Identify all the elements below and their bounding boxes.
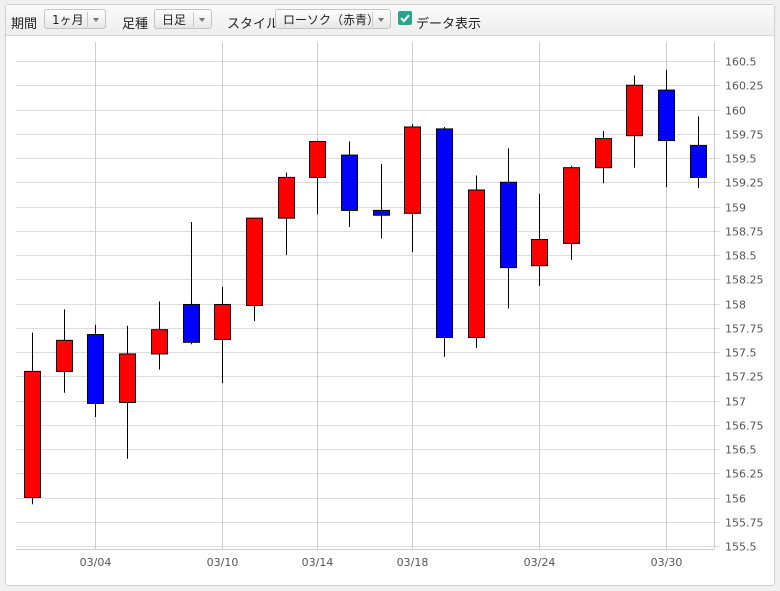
y-tick-label: 159.5 (725, 153, 757, 166)
toolbar: 期間 1ヶ月 足種 日足 スタイル ローソク（赤青） データ表示 (6, 5, 774, 36)
chevron-down-icon (199, 18, 205, 22)
y-tick-label: 159 (725, 202, 746, 215)
candle-body-down (690, 144, 707, 178)
dropdown-separator (193, 12, 194, 27)
y-tick-label: 158 (725, 299, 746, 312)
y-tick-label: 158.75 (725, 226, 764, 239)
x-tick-label: 03/30 (651, 556, 683, 569)
y-tick-label: 160.5 (725, 56, 757, 69)
y-tick-label: 156.5 (725, 444, 757, 457)
y-tick-label: 156.25 (725, 468, 764, 481)
y-tick-label: 160.25 (725, 80, 764, 93)
candle-body-up (151, 329, 168, 355)
y-tick-label: 158.5 (725, 250, 757, 263)
candle-body-up (626, 84, 643, 137)
style-select-value: ローソク（赤青） (283, 13, 380, 27)
y-tick-label: 156.75 (725, 420, 764, 433)
candle-body-down (500, 181, 517, 269)
y-tick-label: 155.75 (725, 517, 764, 530)
chevron-down-icon (378, 18, 384, 22)
style-select[interactable]: ローソク（赤青） (275, 9, 391, 29)
candle-body-down (436, 128, 453, 338)
period-select-value: 1ヶ月 (52, 13, 84, 27)
checkmark-icon (400, 14, 410, 23)
candle-body-up (468, 189, 485, 338)
candle-body-up (404, 126, 421, 214)
x-tick-label: 03/14 (302, 556, 334, 569)
interval-label: 足種 (122, 17, 149, 32)
y-tick-label: 158.25 (725, 274, 764, 287)
x-tick-label: 03/04 (80, 556, 112, 569)
x-tick-label: 03/10 (207, 556, 239, 569)
candle-body-up (563, 167, 580, 244)
candle-body-down (87, 334, 104, 404)
candle-body-up (309, 141, 326, 178)
y-tick-label: 156 (725, 493, 746, 506)
show-data-checkbox[interactable] (398, 11, 412, 25)
candle-body-up (531, 238, 548, 267)
y-tick-label: 157.5 (725, 347, 757, 360)
candle-body-up (246, 217, 263, 306)
style-label: スタイル (227, 17, 280, 32)
candle-body-up (214, 303, 231, 340)
show-data-label[interactable]: データ表示 (416, 17, 482, 32)
chevron-down-icon (93, 18, 99, 22)
x-tick-label: 03/18 (397, 556, 429, 569)
y-tick-label: 157.75 (725, 323, 764, 336)
candles (24, 69, 707, 505)
candle-body-down (183, 303, 200, 343)
candle-body-up (56, 339, 73, 372)
grid-lines (16, 42, 720, 549)
interval-select-value: 日足 (162, 13, 187, 27)
candle-body-down (658, 89, 675, 142)
candle-body-down (373, 209, 390, 216)
x-tick-label: 03/24 (524, 556, 556, 569)
chart-panel: 期間 1ヶ月 足種 日足 スタイル ローソク（赤青） データ表示 (5, 4, 775, 586)
y-tick-label: 155.5 (725, 541, 757, 554)
candle-body-up (24, 370, 41, 498)
dropdown-separator (87, 12, 88, 27)
period-label: 期間 (11, 17, 38, 32)
candle-body-up (595, 138, 612, 169)
candle-body-up (119, 353, 136, 403)
interval-select[interactable]: 日足 (154, 9, 212, 29)
axes: 155.5 155.75 156 156.25 156.5 156.75 157 157.25… (16, 42, 764, 569)
dropdown-separator (372, 12, 373, 27)
candle-body-up (278, 176, 295, 219)
period-select[interactable]: 1ヶ月 (44, 9, 106, 29)
y-tick-label: 157 (725, 396, 746, 409)
candle-body-down (341, 154, 358, 211)
y-tick-label: 159.25 (725, 177, 764, 190)
y-tick-label: 157.25 (725, 371, 764, 384)
y-tick-label: 159.75 (725, 129, 764, 142)
y-tick-label: 160 (725, 105, 746, 118)
